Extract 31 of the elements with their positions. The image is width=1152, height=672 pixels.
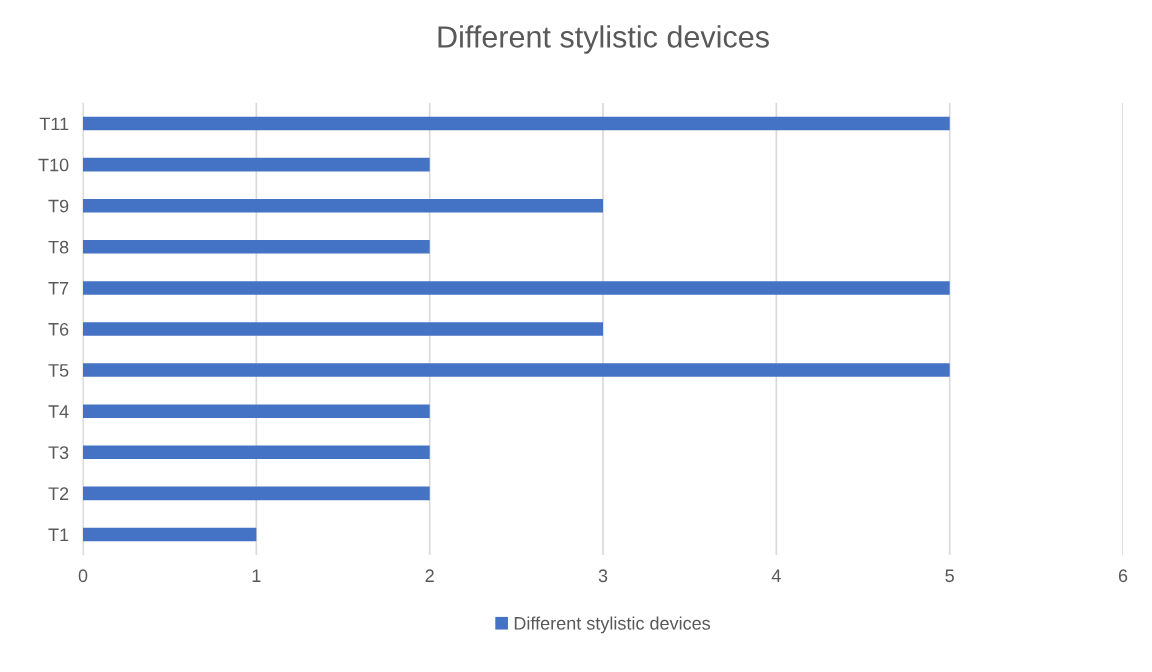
bar xyxy=(83,486,430,501)
y-tick-label: T6 xyxy=(48,322,69,336)
bar xyxy=(83,322,603,336)
x-tick-label: 0 xyxy=(78,569,88,583)
legend-label: Different stylistic devices xyxy=(514,616,711,634)
y-tick-label: T3 xyxy=(48,446,69,459)
y-tick-label: T5 xyxy=(48,364,69,377)
y-tick-label: T10 xyxy=(38,158,69,172)
bar xyxy=(83,445,430,460)
bar xyxy=(83,281,950,295)
chart-title: Different stylistic devices xyxy=(438,25,769,54)
bar xyxy=(83,363,950,377)
x-tick-label: 3 xyxy=(598,569,608,583)
y-tick-label: T4 xyxy=(48,405,69,418)
y-tick-label: T8 xyxy=(48,240,69,254)
bar xyxy=(83,240,430,254)
bar xyxy=(83,527,257,542)
y-tick-label: T2 xyxy=(48,487,69,500)
x-tick-label: 5 xyxy=(945,569,954,583)
x-tick-label: 4 xyxy=(771,569,781,582)
x-tick-label: 1 xyxy=(252,569,261,582)
bar xyxy=(83,404,430,418)
y-tick-label: T7 xyxy=(48,282,69,295)
y-tick-label: T11 xyxy=(39,117,69,131)
y-tick-label: T9 xyxy=(48,199,69,213)
bar xyxy=(83,157,430,172)
bar xyxy=(83,116,950,131)
y-tick-label: T1 xyxy=(48,528,69,541)
bar xyxy=(83,198,603,213)
x-tick-label: 2 xyxy=(425,569,434,582)
x-tick-label: 6 xyxy=(1118,569,1128,583)
